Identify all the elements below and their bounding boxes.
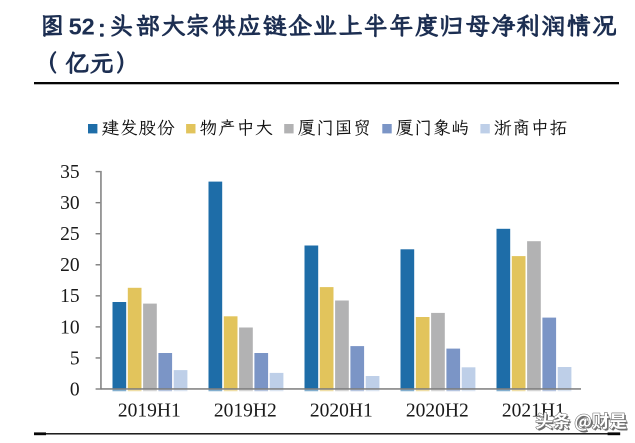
svg-text:2019H1: 2019H1: [118, 401, 181, 422]
svg-text:30: 30: [60, 193, 80, 214]
svg-text:0: 0: [70, 379, 80, 400]
svg-text:5: 5: [70, 348, 80, 369]
svg-text:2019H2: 2019H2: [214, 401, 277, 422]
svg-text:35: 35: [60, 162, 80, 183]
svg-text:2021H1: 2021H1: [502, 401, 565, 422]
svg-text:15: 15: [60, 286, 80, 307]
svg-text:2020H2: 2020H2: [406, 401, 469, 422]
svg-text:10: 10: [60, 317, 80, 338]
svg-text:25: 25: [60, 224, 80, 245]
svg-text:52: 52: [69, 14, 95, 40]
svg-text:20: 20: [60, 255, 80, 276]
svg-text:2020H1: 2020H1: [310, 401, 373, 422]
